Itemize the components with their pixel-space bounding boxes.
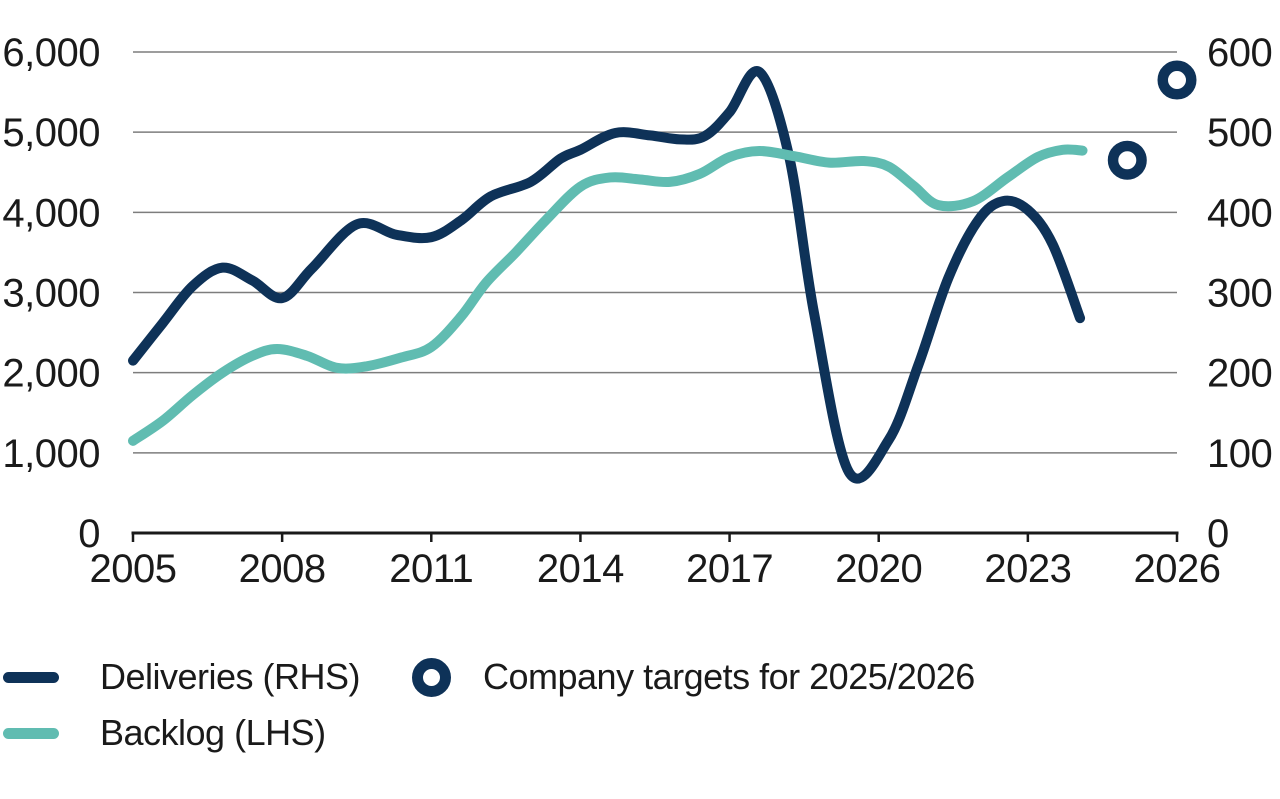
legend-label-company-targets: Company targets for 2025/2026 bbox=[483, 656, 975, 697]
x-tick-label: 2023 bbox=[984, 547, 1071, 591]
y-left-tick-label: 3,000 bbox=[2, 272, 100, 316]
backlog-line-swatch bbox=[3, 727, 59, 739]
y-right-tick-label: 100 bbox=[1207, 432, 1272, 476]
legend-item-company-targets: Company targets for 2025/2026 bbox=[412, 655, 975, 699]
y-right-tick-label: 500 bbox=[1207, 111, 1272, 155]
y-right-tick-label: 600 bbox=[1207, 31, 1272, 75]
y-right-tick-label: 300 bbox=[1207, 272, 1272, 316]
x-tick-label: 2017 bbox=[686, 547, 773, 591]
y-left-tick-label: 5,000 bbox=[2, 111, 100, 155]
y-left-tick-label: 1,000 bbox=[2, 432, 100, 476]
x-tick-label: 2026 bbox=[1134, 547, 1221, 591]
x-tick-label: 2005 bbox=[90, 547, 177, 591]
legend-item-deliveries: Deliveries (RHS) bbox=[3, 655, 361, 699]
legend-item-backlog: Backlog (LHS) bbox=[3, 711, 326, 755]
series-line-backlog bbox=[128, 144, 1088, 446]
y-right-tick-label: 200 bbox=[1207, 352, 1272, 396]
x-tick-label: 2014 bbox=[537, 547, 624, 591]
series-line-deliveries bbox=[128, 66, 1086, 484]
legend-label-backlog: Backlog (LHS) bbox=[100, 712, 326, 753]
target-marker-2026 bbox=[1157, 60, 1197, 100]
y-left-tick-label: 2,000 bbox=[2, 352, 100, 396]
target-ring-icon bbox=[412, 657, 451, 697]
y-right-tick-label: 0 bbox=[1207, 512, 1229, 556]
legend-label-deliveries: Deliveries (RHS) bbox=[100, 656, 361, 697]
y-left-tick-label: 6,000 bbox=[2, 31, 100, 75]
y-left-tick-label: 4,000 bbox=[2, 191, 100, 235]
deliveries-line-swatch bbox=[3, 671, 59, 683]
y-left-tick-label: 0 bbox=[78, 512, 100, 556]
y-right-tick-label: 400 bbox=[1207, 191, 1272, 235]
x-tick-label: 2008 bbox=[239, 547, 326, 591]
target-marker-2025 bbox=[1107, 140, 1147, 180]
x-tick-label: 2020 bbox=[835, 547, 922, 591]
deliveries-backlog-dual-axis-chart: 0 1,000 2,000 3,000 4,000 5,000 6,000 0 100 200 30… bbox=[2, 31, 1272, 591]
x-tick-label: 2011 bbox=[389, 547, 473, 591]
